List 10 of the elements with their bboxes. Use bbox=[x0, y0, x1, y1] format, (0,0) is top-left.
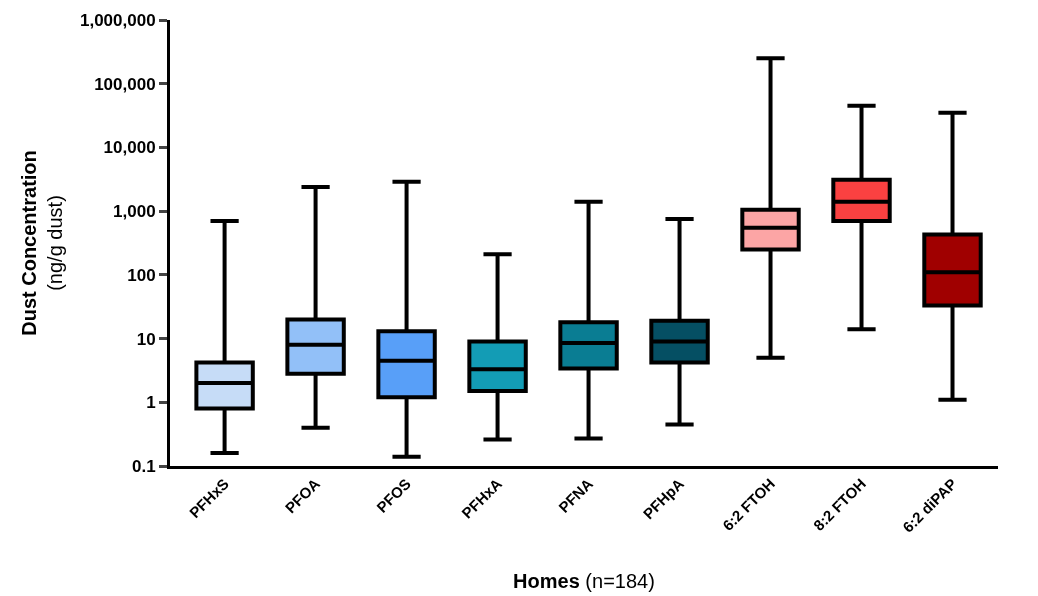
y-tick-label: 1,000 bbox=[113, 202, 156, 222]
x-axis-title: Homes (n=184) bbox=[513, 570, 655, 593]
y-axis-title: Dust Concentration (ng/g dust) bbox=[18, 150, 67, 336]
y-tick-label: 100,000 bbox=[94, 74, 156, 94]
y-tick-label: 100 bbox=[127, 265, 156, 285]
y-tick-label: 10,000 bbox=[103, 138, 156, 158]
y-tick-label: 0.1 bbox=[131, 456, 156, 476]
y-tick-label: 1 bbox=[146, 393, 156, 413]
y-tick-label: 10 bbox=[136, 329, 156, 349]
y-tick-label: 1,000,000 bbox=[79, 10, 156, 30]
